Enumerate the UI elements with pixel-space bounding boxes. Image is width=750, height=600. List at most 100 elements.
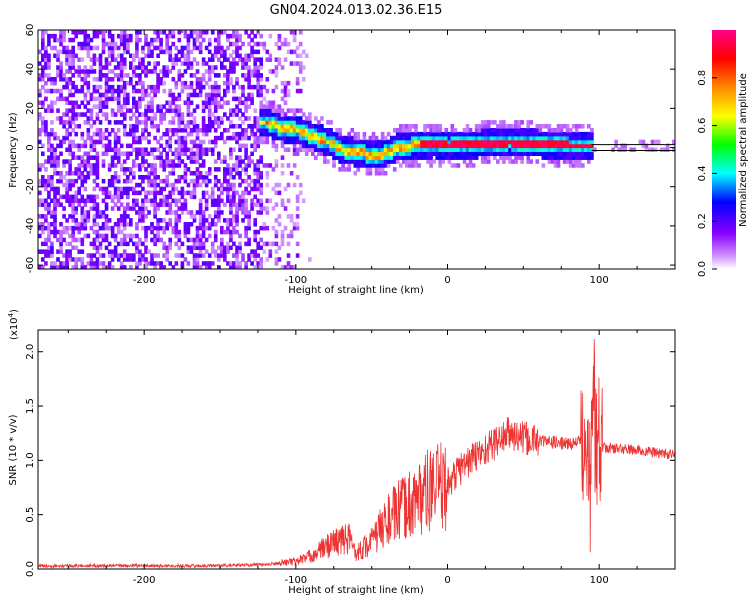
spectrogram-cell <box>141 112 145 117</box>
spectrogram-cell <box>283 265 288 269</box>
spectrogram-cell <box>292 147 297 153</box>
spectrogram-cell <box>83 175 88 180</box>
spectrogram-cell <box>229 194 233 200</box>
spectrogram-cell <box>399 155 403 160</box>
spectrogram-cell <box>210 202 215 207</box>
spectrogram-cell <box>274 124 279 129</box>
spectrogram-cell <box>138 175 142 180</box>
spectrogram-cell <box>77 88 82 94</box>
spectrogram-cell <box>514 131 518 137</box>
spectrogram-cell <box>153 167 157 172</box>
spectrogram-cell <box>289 128 294 133</box>
spectrogram-cell <box>574 131 579 137</box>
spectrogram-cell <box>144 120 148 125</box>
spectrogram-cell <box>468 143 473 149</box>
spectrogram-cell <box>65 135 69 141</box>
spectrogram-cell <box>344 139 349 145</box>
spectrogram-cell <box>405 163 409 168</box>
spectrogram-cell <box>292 265 297 269</box>
spectrogram-cell <box>186 65 191 70</box>
spectrogram-cell <box>450 151 455 157</box>
spectrogram-cell <box>541 147 546 153</box>
spectrogram-cell <box>95 104 100 109</box>
spectrogram-cell <box>141 210 145 215</box>
spectrogram-cell <box>277 257 282 262</box>
spectrogram-cell <box>283 124 288 129</box>
spectrogram-cell <box>526 135 531 141</box>
spectrogram-cell <box>465 163 470 168</box>
spectrogram-cell <box>186 190 191 196</box>
spectrogram-cell <box>590 135 594 141</box>
spectrogram-cell <box>526 159 531 164</box>
spectrogram-cell <box>386 159 391 164</box>
spectrogram-cell <box>201 61 206 66</box>
spectrogram-cell <box>374 147 379 153</box>
spectrogram-cell <box>95 77 100 82</box>
spectrogram-cell <box>144 135 148 141</box>
spectrogram-cell <box>253 218 258 223</box>
spectrogram-cell <box>192 155 197 160</box>
spectrogram-cell <box>177 73 182 78</box>
spectrogram-cell <box>317 143 321 149</box>
spectrogram-cell <box>244 241 248 247</box>
spectrogram-cell <box>126 151 130 157</box>
spectrogram-cell <box>83 80 88 86</box>
spectrogram-cell <box>213 159 218 164</box>
spectrogram-cell <box>292 143 297 149</box>
spectrogram-cell <box>517 120 521 125</box>
spectrogram-cell <box>496 135 500 141</box>
spectrogram-cell <box>41 249 45 254</box>
spectrogram-cell <box>286 182 291 188</box>
spectrogram-cell <box>553 155 558 160</box>
spectrogram-cell <box>165 202 170 207</box>
spectrogram-cell <box>389 147 394 153</box>
spectrogram-cell <box>68 77 72 82</box>
spectrogram-cell <box>62 253 66 258</box>
spectrogram-cell <box>493 131 497 137</box>
spectrogram-cell <box>559 131 564 137</box>
spectrogram-cell <box>171 108 176 113</box>
spectrogram-cell <box>541 155 546 160</box>
spectrogram-cell <box>122 210 127 215</box>
spectrogram-cell <box>41 30 45 35</box>
spectrogram-cell <box>277 104 282 109</box>
spectrogram-cell <box>129 77 133 82</box>
spectrogram-cell <box>338 155 342 160</box>
spectrogram-cell <box>192 143 197 149</box>
spectrogram-cell <box>483 151 488 157</box>
spectrogram-cell <box>244 210 248 215</box>
spectrogram-cell <box>116 108 121 113</box>
spectrogram-cell <box>68 92 72 98</box>
spectrogram-cell <box>235 159 239 164</box>
spectrogram-cell <box>189 100 194 106</box>
spectrogram-cell <box>289 265 294 269</box>
spectrogram-cell <box>241 159 245 164</box>
spectrogram-cell <box>195 233 200 239</box>
spectrogram-cell <box>462 128 467 133</box>
spectrogram-cell <box>177 178 182 184</box>
spectrogram-cell <box>217 155 221 160</box>
spectrogram-cell <box>232 88 236 94</box>
spectrogram-cell <box>274 116 279 121</box>
spectrogram-cell <box>53 167 57 172</box>
spectrogram-cell <box>274 202 279 207</box>
spectrogram-cell <box>562 155 567 160</box>
spectrogram-cell <box>256 77 261 82</box>
spectrogram-cell <box>298 182 303 188</box>
spectrogram-cell <box>405 135 409 141</box>
spectrogram-cell <box>432 159 436 164</box>
spectrogram-cell <box>101 186 106 192</box>
spectrogram-cell <box>271 88 276 94</box>
spectrogram-cell <box>374 159 379 164</box>
spectrogram-cell <box>107 218 112 223</box>
spectrogram-cell <box>195 84 200 90</box>
spectrogram-cell <box>44 249 48 254</box>
spectrogram-cell <box>426 147 430 153</box>
spectrogram-cell <box>126 175 130 180</box>
spectrogram-cell <box>201 128 206 133</box>
spectrogram-cell <box>122 37 127 43</box>
spectrogram-cell <box>235 49 239 55</box>
spectrogram-cell <box>162 163 167 168</box>
spectrogram-cell <box>62 237 66 243</box>
spectrogram-cell <box>356 143 361 149</box>
